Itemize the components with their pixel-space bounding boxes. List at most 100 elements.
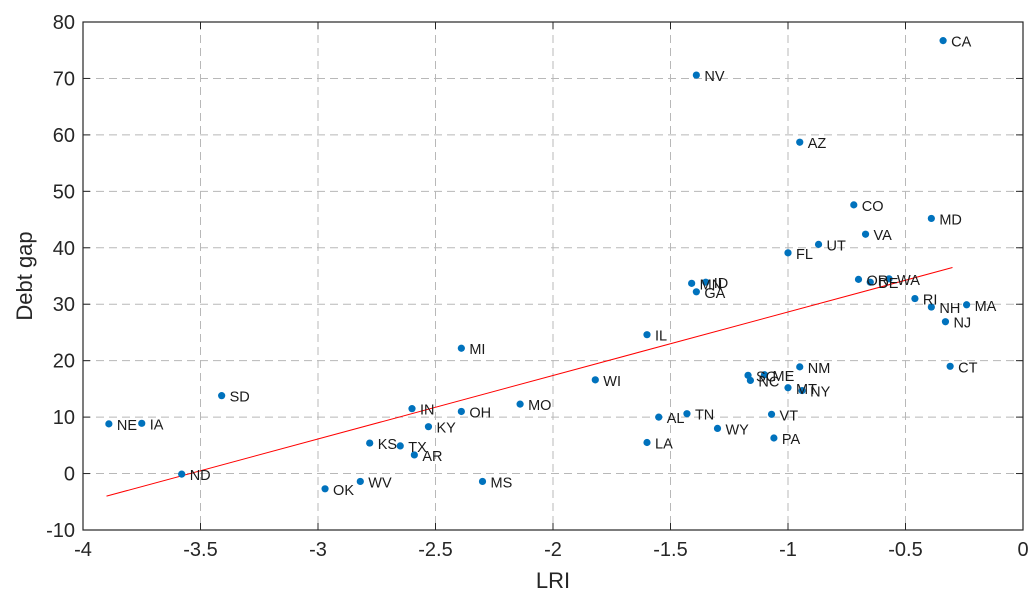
data-label: DE — [878, 276, 898, 292]
data-point — [760, 371, 769, 379]
data-label: PA — [782, 432, 801, 448]
data-point — [516, 400, 524, 408]
data-label: KY — [436, 421, 456, 437]
data-point — [814, 240, 823, 248]
data-point — [692, 71, 700, 79]
data-point — [366, 439, 374, 447]
data-label: UT — [827, 238, 846, 254]
data-point — [218, 392, 226, 400]
data-label: AR — [422, 449, 442, 465]
data-label: WV — [368, 475, 392, 491]
fit-line — [106, 267, 953, 497]
data-label: MN — [700, 277, 723, 293]
fit-line-group — [106, 267, 953, 497]
data-label: OK — [333, 483, 354, 499]
data-point — [688, 279, 696, 287]
data-label: CT — [958, 360, 977, 376]
data-label: IA — [150, 417, 164, 433]
data-point — [138, 419, 146, 427]
data-label: NC — [758, 374, 779, 390]
data-point — [798, 386, 806, 395]
data-label: MT — [796, 382, 817, 398]
data-point — [767, 410, 776, 418]
data-point — [356, 477, 364, 486]
data-point — [396, 442, 404, 450]
data-label: TN — [695, 408, 714, 424]
x-tick-label: -1 — [779, 539, 797, 561]
x-tick-labels: -4 -3.5 -3 -2.5 -2 -1.5 -1 -0.5 0 — [74, 539, 1028, 561]
data-point — [457, 407, 465, 416]
data-point — [643, 331, 651, 339]
data-label: WI — [603, 374, 621, 390]
data-point — [784, 249, 792, 257]
data-label: ME — [773, 369, 795, 385]
data-label: NJ — [953, 316, 971, 332]
data-point — [927, 214, 935, 223]
data-label: SC — [756, 369, 776, 385]
data-point — [963, 301, 971, 309]
data-point — [927, 303, 935, 311]
data-label: IN — [420, 403, 435, 419]
x-tick-label: -4 — [74, 539, 92, 561]
data-point — [941, 318, 950, 326]
data-point — [885, 275, 893, 283]
y-tick-labels: -10 0 10 20 30 40 50 60 70 80 — [46, 12, 75, 542]
grid-lines — [83, 22, 1023, 530]
data-point — [408, 405, 416, 413]
y-tick-label: 80 — [53, 12, 75, 34]
data-label: WA — [897, 273, 920, 289]
data-label: NH — [939, 301, 960, 317]
y-tick-label: 20 — [53, 351, 75, 373]
data-label: IL — [655, 329, 667, 345]
x-axis-label: LRI — [536, 568, 570, 593]
data-label: TX — [408, 440, 427, 456]
data-point — [861, 230, 870, 238]
data-point — [946, 362, 954, 370]
data-point — [478, 477, 487, 486]
x-tick-label: -3 — [309, 539, 327, 561]
data-label: OR — [867, 273, 889, 289]
x-tick-label: -2 — [544, 539, 562, 561]
data-label: MS — [491, 475, 513, 491]
x-tick-label: -3.5 — [183, 539, 217, 561]
data-label: MD — [939, 212, 962, 228]
data-label: VT — [780, 408, 799, 424]
data-label: NM — [808, 361, 831, 377]
y-tick-label: 30 — [53, 294, 75, 316]
data-point — [321, 485, 329, 493]
data-point — [457, 344, 465, 352]
data-point — [424, 423, 433, 431]
x-tick-label: 0 — [1017, 539, 1028, 561]
data-label: ND — [190, 468, 211, 484]
x-tick-label: -0.5 — [888, 539, 922, 561]
data-label: WY — [726, 422, 750, 438]
y-tick-label: 40 — [53, 238, 75, 260]
data-point — [591, 376, 599, 384]
data-label: NE — [117, 418, 137, 434]
data-point — [850, 201, 858, 209]
data-point — [746, 376, 755, 385]
data-point — [692, 288, 700, 296]
y-tick-label: 50 — [53, 181, 75, 203]
x-tick-label: -2.5 — [418, 539, 452, 561]
data-point — [770, 434, 778, 442]
axis-ticks — [82, 21, 1024, 531]
y-tick-label: 60 — [53, 125, 75, 147]
data-label: KS — [378, 437, 397, 453]
data-point — [796, 138, 804, 146]
data-point — [655, 413, 663, 421]
data-label: AZ — [808, 136, 827, 152]
data-point — [105, 420, 113, 428]
data-label: LA — [655, 437, 673, 453]
y-tick-label: 0 — [64, 464, 75, 486]
data-point — [702, 278, 710, 286]
data-point — [683, 410, 691, 418]
data-point — [866, 278, 874, 286]
data-label: ID — [714, 276, 729, 292]
data-label: MI — [469, 342, 485, 358]
data-label: CA — [951, 35, 971, 51]
x-tick-label: -1.5 — [653, 539, 687, 561]
data-label: VA — [874, 228, 893, 244]
